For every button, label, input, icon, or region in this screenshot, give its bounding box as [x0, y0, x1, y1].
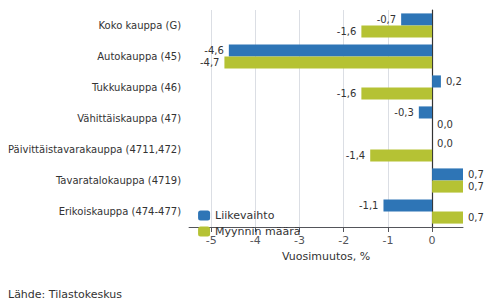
- svg-text:Vähittäiskauppa (47): Vähittäiskauppa (47): [77, 113, 181, 124]
- svg-text:-0,7: -0,7: [377, 14, 397, 25]
- svg-text:-2: -2: [338, 234, 349, 247]
- svg-text:-1,1: -1,1: [359, 200, 379, 211]
- svg-text:-4,6: -4,6: [204, 45, 224, 56]
- svg-text:-1: -1: [382, 234, 393, 247]
- svg-text:0,7: 0,7: [468, 169, 484, 180]
- svg-text:Tavaratalokauppa (4719): Tavaratalokauppa (4719): [55, 175, 181, 186]
- svg-text:-1,6: -1,6: [337, 26, 357, 37]
- svg-text:-0,3: -0,3: [394, 107, 414, 118]
- svg-text:0,0: 0,0: [437, 138, 453, 149]
- svg-text:0,2: 0,2: [446, 76, 462, 87]
- svg-text:-1,4: -1,4: [346, 150, 366, 161]
- svg-text:Vuosimuutos, %: Vuosimuutos, %: [282, 250, 370, 263]
- svg-text:-5: -5: [205, 234, 217, 247]
- svg-text:Erikoiskauppa (474-477): Erikoiskauppa (474-477): [59, 206, 182, 217]
- svg-text:0,7: 0,7: [468, 181, 484, 192]
- svg-text:0,0: 0,0: [437, 119, 453, 130]
- svg-text:Tukkukauppa (46): Tukkukauppa (46): [91, 82, 181, 93]
- svg-text:Lähde: Tilastokeskus: Lähde: Tilastokeskus: [8, 288, 122, 301]
- svg-text:-4: -4: [249, 234, 261, 247]
- svg-text:Liikevaihto: Liikevaihto: [215, 209, 275, 222]
- svg-text:Autokauppa (45): Autokauppa (45): [97, 51, 181, 62]
- svg-text:-3: -3: [294, 234, 305, 247]
- svg-text:Myynnin määrä: Myynnin määrä: [215, 225, 300, 238]
- svg-text:0: 0: [429, 234, 436, 247]
- svg-text:-4,7: -4,7: [200, 57, 220, 68]
- svg-text:Päivittäistavarakauppa (4711,4: Päivittäistavarakauppa (4711,472): [8, 144, 181, 155]
- svg-text:-1,6: -1,6: [337, 88, 357, 99]
- svg-text:Koko kauppa (G): Koko kauppa (G): [99, 20, 182, 31]
- svg-text:0,7: 0,7: [468, 212, 484, 223]
